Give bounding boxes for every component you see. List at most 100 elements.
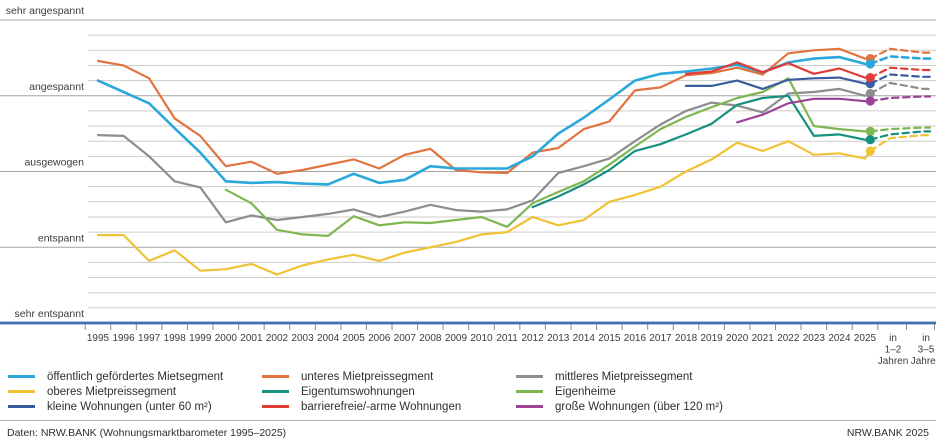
x-axis-label-forecast-in-0: in — [889, 333, 897, 344]
series-line-eigentumswohnungen — [531, 94, 872, 209]
x-axis-label-forecast-jahren-0: Jahren — [878, 356, 909, 366]
series-line-gro-e-wohnungen-ber-120-m — [736, 97, 872, 124]
x-axis-label-2008: 2008 — [419, 333, 442, 344]
x-axis-label-2020: 2020 — [726, 333, 749, 344]
footer-divider — [0, 420, 936, 421]
legend-item-unteres-mietpreissegment: unteres Mietpreissegment — [262, 369, 433, 384]
x-axis-label-2013: 2013 — [547, 333, 570, 344]
y-axis-label-entspannt: entspannt — [38, 232, 84, 244]
series-line-kleine-wohnungen-unter-60-m — [684, 76, 872, 91]
x-axis-label-2011: 2011 — [496, 333, 518, 344]
legend-swatch-mittleres-mietpreissegment — [516, 375, 543, 378]
x-axis-label-forecast-jahren-1: Jahren — [911, 356, 936, 366]
legend-swatch-gro-e-wohnungen-ber-120-m — [516, 405, 543, 408]
legend: öffentlich gefördertes Mietsegment oberes… — [0, 366, 936, 416]
series-forecast-unteres-mietpreissegment — [869, 47, 932, 60]
x-axis-label-2002: 2002 — [266, 333, 289, 344]
legend-item-eigenheime: Eigenheime — [516, 384, 616, 399]
series-line-oberes-mietpreissegment — [96, 140, 872, 276]
series-now-dot-eigenheime — [865, 126, 875, 136]
x-axis-label-2022: 2022 — [777, 333, 800, 344]
legend-label-mittleres-mietpreissegment: mittleres Mietpreissegment — [555, 370, 693, 383]
legend-item-mittleres-mietpreissegment: mittleres Mietpreissegment — [516, 369, 692, 384]
x-axis-label-forecast-in-1: in — [922, 333, 930, 344]
legend-label-kleine-wohnungen-unter-60-m: kleine Wohnungen (unter 60 m²) — [47, 400, 212, 413]
x-axis-label-forecast-3-5-1: 3–5 — [918, 345, 935, 356]
x-axis-label-1995: 1995 — [87, 333, 110, 344]
x-axis-label-1996: 1996 — [112, 333, 135, 344]
x-axis-label-2018: 2018 — [675, 333, 698, 344]
x-axis-label-1997: 1997 — [138, 333, 161, 344]
x-axis-label-2025: 2025 — [854, 333, 877, 344]
legend-swatch-kleine-wohnungen-unter-60-m — [8, 405, 35, 408]
x-axis-label-2001: 2001 — [240, 333, 263, 344]
series-line-barrierefreie-arme-wohnungen — [684, 61, 872, 79]
x-axis-label-forecast-1-2-0: 1–2 — [885, 345, 902, 356]
x-axis-label-2017: 2017 — [649, 333, 672, 344]
y-axis-label-sehr-angespannt: sehr angespannt — [6, 5, 84, 17]
y-axis-label-ausgewogen: ausgewogen — [24, 157, 84, 169]
legend-swatch-eigentumswohnungen — [262, 390, 289, 393]
series-line-unteres-mietpreissegment — [96, 47, 872, 175]
series-line-eigenheime — [224, 77, 872, 237]
legend-swatch-ffentlich-gef-rdertes-mietsegment — [8, 375, 35, 378]
series-now-dot-eigentumswohnungen — [865, 135, 875, 145]
x-axis-line — [0, 321, 936, 325]
x-axis-label-2007: 2007 — [394, 333, 417, 344]
x-axis-label-2015: 2015 — [598, 333, 621, 344]
x-axis-label-1998: 1998 — [164, 333, 187, 344]
legend-label-ffentlich-gef-rdertes-mietsegment: öffentlich gefördertes Mietsegment — [47, 370, 224, 383]
legend-label-eigentumswohnungen: Eigentumswohnungen — [301, 385, 415, 398]
series-forecast-oberes-mietpreissegment — [869, 134, 932, 153]
legend-label-oberes-mietpreissegment: oberes Mietpreissegment — [47, 385, 177, 398]
chart-canvas: sehr angespannt angespannt ausgewogen entsp… — [0, 5, 936, 366]
x-axis-label-2005: 2005 — [343, 333, 366, 344]
legend-item-kleine-wohnungen-unter-60-m: kleine Wohnungen (unter 60 m²) — [8, 399, 212, 414]
x-axis-label-1999: 1999 — [189, 333, 212, 344]
x-axis-label-2021: 2021 — [752, 333, 775, 344]
x-axis-label-2010: 2010 — [470, 333, 493, 344]
legend-swatch-unteres-mietpreissegment — [262, 375, 289, 378]
series-line-ffentlich-gef-rdertes-mietsegment — [96, 55, 872, 186]
series-now-dot-oberes-mietpreissegment — [865, 146, 875, 156]
legend-label-unteres-mietpreissegment: unteres Mietpreissegment — [301, 370, 434, 383]
x-axis-label-2009: 2009 — [445, 333, 468, 344]
series-now-dot-gro-e-wohnungen-ber-120-m — [865, 96, 875, 106]
series-now-dot-ffentlich-gef-rdertes-mietsegment — [865, 59, 875, 69]
legend-item-gro-e-wohnungen-ber-120-m: große Wohnungen (über 120 m²) — [516, 399, 723, 414]
legend-swatch-barrierefreie-arme-wohnungen — [262, 405, 289, 408]
legend-label-gro-e-wohnungen-ber-120-m: große Wohnungen (über 120 m²) — [555, 400, 723, 413]
credit-text: NRW.BANK 2025 — [846, 427, 929, 439]
legend-item-barrierefreie-arme-wohnungen: barrierefreie/-arme Wohnungen — [262, 399, 461, 414]
series-now-dot-barrierefreie-arme-wohnungen — [865, 72, 875, 83]
series-now-dot-mittleres-mietpreissegment — [865, 88, 875, 99]
series-forecast-mittleres-mietpreissegment — [869, 81, 932, 95]
x-axis-label-2003: 2003 — [291, 333, 314, 344]
legend-label-barrierefreie-arme-wohnungen: barrierefreie/-arme Wohnungen — [301, 400, 462, 413]
y-axis-label-angespannt: angespannt — [29, 81, 84, 93]
x-axis-label-2016: 2016 — [624, 333, 647, 344]
series-line-mittleres-mietpreissegment — [96, 87, 872, 224]
legend-item-oberes-mietpreissegment: oberes Mietpreissegment — [8, 384, 176, 399]
y-axis-label-sehr-entspannt: sehr entspannt — [15, 308, 85, 320]
legend-label-eigenheime: Eigenheime — [555, 385, 616, 398]
series-forecast-gro-e-wohnungen-ber-120-m — [869, 95, 932, 103]
x-axis-label-2024: 2024 — [828, 333, 851, 344]
x-axis-label-2000: 2000 — [215, 333, 238, 344]
data-source-text: Daten: NRW.BANK (Wohnungsmarktbarometer … — [7, 427, 287, 439]
legend-item-eigentumswohnungen: Eigentumswohnungen — [262, 384, 415, 399]
x-axis-label-2006: 2006 — [368, 333, 391, 344]
series-forecast-barrierefreie-arme-wohnungen — [869, 66, 932, 79]
legend-item-ffentlich-gef-rdertes-mietsegment: öffentlich gefördertes Mietsegment — [8, 369, 223, 384]
series-forecast-kleine-wohnungen-unter-60-m — [869, 73, 932, 85]
legend-swatch-oberes-mietpreissegment — [8, 390, 35, 393]
x-axis-label-2004: 2004 — [317, 333, 340, 344]
series-forecast-eigenheime — [869, 126, 932, 133]
x-axis-label-2019: 2019 — [700, 333, 723, 344]
series-forecast-eigentumswohnungen — [869, 130, 932, 141]
series-forecast-ffentlich-gef-rdertes-mietsegment — [868, 55, 932, 66]
x-axis-label-2023: 2023 — [803, 333, 826, 344]
x-axis-label-2014: 2014 — [573, 333, 596, 344]
legend-swatch-eigenheime — [516, 390, 543, 393]
